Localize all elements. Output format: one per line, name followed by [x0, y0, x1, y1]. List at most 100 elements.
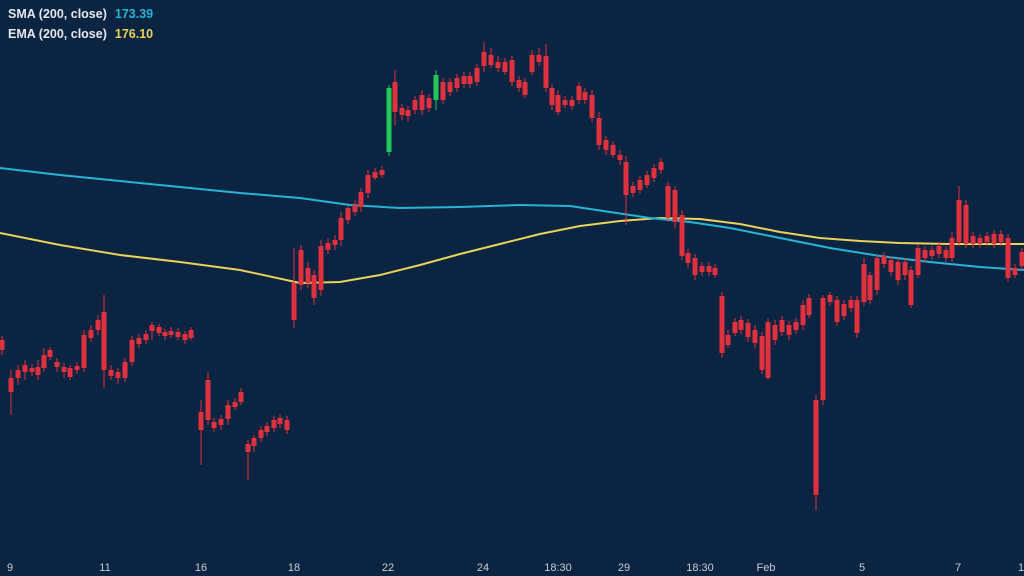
candle-body: [841, 304, 847, 316]
candle-body: [168, 331, 174, 335]
candle-down: [29, 364, 35, 376]
candle-body: [47, 350, 53, 357]
candle-body: [225, 405, 231, 419]
candle-down: [759, 332, 765, 374]
candle-body: [582, 92, 588, 100]
candle-body: [461, 76, 467, 84]
candle-down: [867, 272, 873, 304]
candle-body: [298, 250, 304, 285]
candle-body: [610, 145, 616, 155]
candle-body: [522, 82, 528, 95]
candle-body: [881, 256, 887, 264]
candle-body: [543, 56, 549, 88]
candle-down: [827, 292, 833, 306]
candle-down: [35, 360, 41, 380]
candle-body: [738, 320, 744, 330]
candle-body: [779, 320, 785, 332]
candle-down: [474, 64, 480, 86]
candle-body: [679, 215, 685, 256]
candle-down: [793, 318, 799, 334]
candle-body: [623, 162, 629, 195]
candle-down: [881, 252, 887, 268]
candle-down: [888, 256, 894, 276]
candle-body: [630, 186, 636, 193]
candle-body: [481, 52, 487, 66]
candle-down: [22, 360, 28, 380]
candle-body: [143, 334, 149, 340]
candle-body: [454, 78, 460, 88]
candle-body: [122, 362, 128, 378]
candle-down: [679, 210, 685, 260]
candle-body: [949, 238, 955, 258]
candle-down: [529, 50, 535, 75]
candle-down: [338, 212, 344, 246]
candle-up: [386, 85, 392, 156]
x-axis: 9 11 16 18 22 24 18:30 29 18:30 Feb 5 7 1: [7, 562, 1024, 574]
candle-down: [509, 56, 515, 86]
candle-body: [908, 270, 914, 305]
candle-down: [352, 200, 358, 216]
candle-down: [440, 78, 446, 104]
candle-body: [488, 55, 494, 65]
candle-down: [136, 334, 142, 348]
candle-body: [495, 62, 501, 68]
candle-down: [168, 327, 174, 338]
candle-down: [205, 372, 211, 425]
candle-down: [522, 78, 528, 98]
candle-body: [732, 322, 738, 333]
candle-down: [332, 235, 338, 250]
candle-down: [115, 368, 121, 384]
candle-body: [745, 323, 751, 337]
candle-down: [47, 347, 53, 360]
candle-down: [305, 262, 311, 288]
candle-body: [251, 438, 257, 446]
legend-row-ema: EMA (200, close) 176.10: [8, 24, 153, 44]
candle-down: [610, 141, 616, 158]
candle-body: [765, 322, 771, 378]
candle-body: [1005, 238, 1011, 278]
candle-body: [412, 100, 418, 110]
candle-down: [998, 230, 1004, 246]
x-tick-label: 11: [99, 562, 110, 574]
x-tick-label: 18: [288, 562, 300, 574]
candle-body: [218, 419, 224, 425]
candle-body: [888, 260, 894, 272]
candle-down: [603, 136, 609, 155]
candle-down: [915, 244, 921, 278]
candle-down: [447, 78, 453, 96]
candle-body: [277, 418, 283, 424]
candle-down: [365, 170, 371, 198]
candle-down: [1019, 248, 1024, 270]
candle-down: [454, 74, 460, 92]
candle-body: [332, 240, 338, 245]
candle-body: [245, 444, 251, 452]
candle-down: [963, 200, 969, 248]
candle-up: [433, 70, 439, 110]
candle-body: [386, 88, 392, 152]
candle-down: [325, 238, 331, 254]
candle-body: [984, 236, 990, 242]
candle-down: [658, 158, 664, 174]
candle-body: [440, 82, 446, 100]
candle-body: [685, 253, 691, 263]
candle-down: [467, 72, 473, 88]
candle-body: [136, 338, 142, 344]
candle-down: [692, 254, 698, 280]
candle-down: [95, 315, 101, 335]
candle-down: [672, 186, 678, 228]
candle-body: [549, 88, 555, 105]
candle-down: [651, 164, 657, 182]
candle-down: [576, 82, 582, 104]
candle-body: [596, 118, 602, 145]
candle-down: [284, 416, 290, 434]
candle-down: [54, 358, 60, 372]
candle-body: [271, 420, 277, 428]
candle-body: [977, 238, 983, 244]
candle-body: [426, 98, 432, 108]
candle-body: [516, 80, 522, 88]
candle-body: [970, 236, 976, 244]
candle-down: [232, 398, 238, 410]
indicator-layer: [0, 167, 1024, 285]
candle-body: [405, 110, 411, 116]
